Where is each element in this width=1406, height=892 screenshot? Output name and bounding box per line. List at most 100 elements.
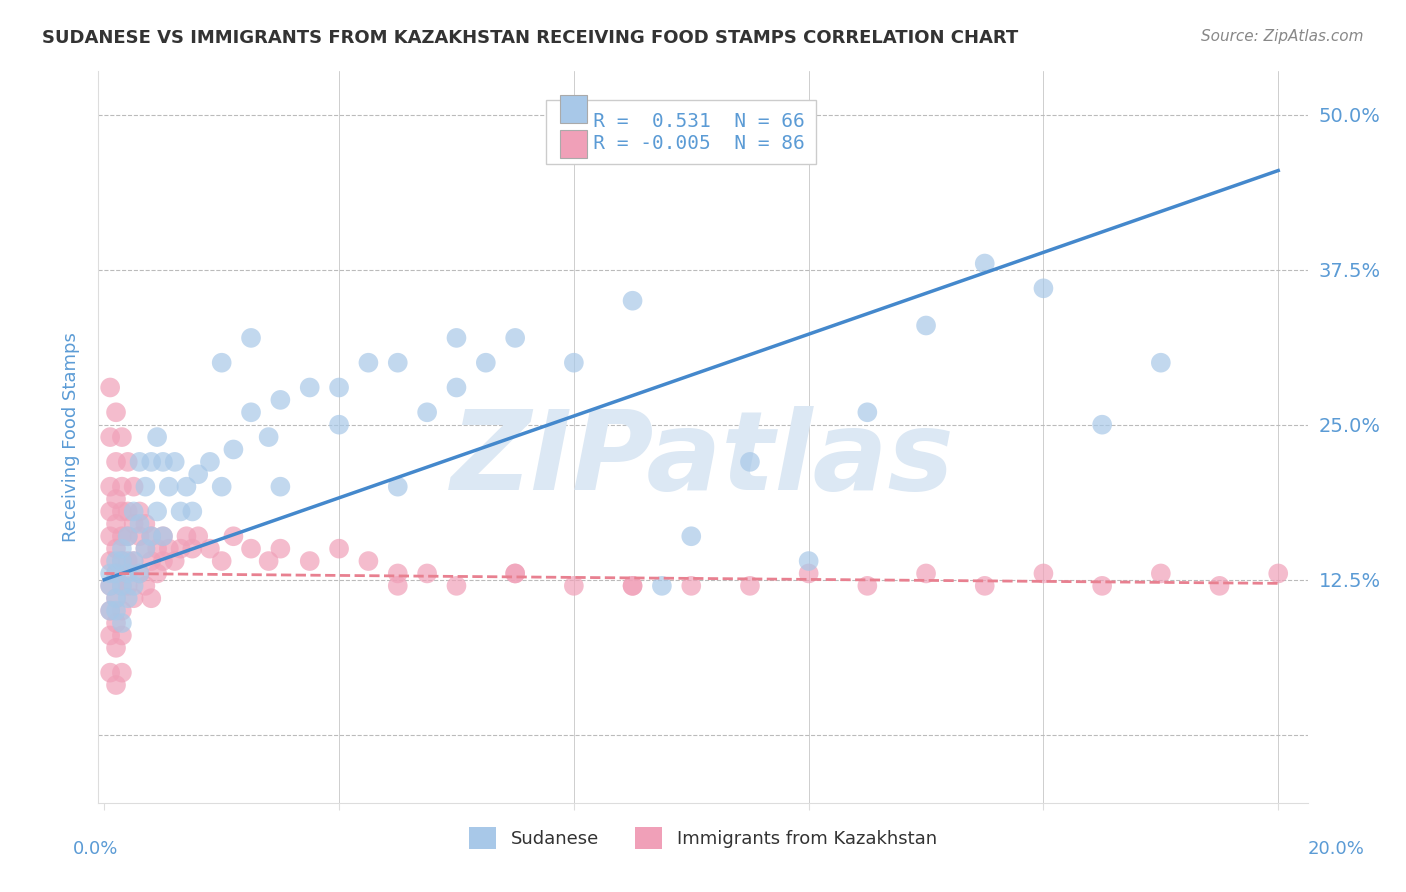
Sudanese (134, 480, 156, 494)
Immigrants from Kazakhstan (105, 566, 128, 581)
Sudanese (475, 356, 498, 370)
Immigrants from Kazakhstan (1208, 579, 1230, 593)
Immigrants from Kazakhstan (157, 541, 180, 556)
Sudanese (117, 566, 139, 581)
Immigrants from Kazakhstan (98, 529, 121, 543)
Immigrants from Kazakhstan (328, 541, 350, 556)
Immigrants from Kazakhstan (128, 529, 150, 543)
Sudanese (211, 480, 233, 494)
Immigrants from Kazakhstan (111, 430, 134, 444)
Sudanese (157, 480, 180, 494)
Immigrants from Kazakhstan (122, 480, 145, 494)
Immigrants from Kazakhstan (856, 579, 879, 593)
Immigrants from Kazakhstan (222, 529, 245, 543)
Sudanese (98, 579, 121, 593)
Sudanese (141, 529, 163, 543)
Immigrants from Kazakhstan (105, 541, 128, 556)
Immigrants from Kazakhstan (134, 516, 156, 531)
Sudanese (973, 256, 995, 270)
Immigrants from Kazakhstan (128, 566, 150, 581)
Sudanese (111, 541, 134, 556)
Y-axis label: Receiving Food Stamps: Receiving Food Stamps (62, 332, 80, 542)
Immigrants from Kazakhstan (1091, 579, 1114, 593)
Text: SUDANESE VS IMMIGRANTS FROM KAZAKHSTAN RECEIVING FOOD STAMPS CORRELATION CHART: SUDANESE VS IMMIGRANTS FROM KAZAKHSTAN R… (42, 29, 1018, 46)
Immigrants from Kazakhstan (146, 541, 169, 556)
Immigrants from Kazakhstan (446, 579, 468, 593)
Immigrants from Kazakhstan (211, 554, 233, 568)
Sudanese (105, 604, 128, 618)
Immigrants from Kazakhstan (1267, 566, 1289, 581)
Immigrants from Kazakhstan (152, 554, 174, 568)
Immigrants from Kazakhstan (105, 615, 128, 630)
Immigrants from Kazakhstan (797, 566, 820, 581)
Immigrants from Kazakhstan (117, 554, 139, 568)
Immigrants from Kazakhstan (111, 529, 134, 543)
FancyBboxPatch shape (561, 130, 586, 158)
Sudanese (187, 467, 209, 482)
Immigrants from Kazakhstan (621, 579, 644, 593)
Immigrants from Kazakhstan (98, 579, 121, 593)
Sudanese (915, 318, 938, 333)
Immigrants from Kazakhstan (98, 480, 121, 494)
Immigrants from Kazakhstan (240, 541, 263, 556)
Immigrants from Kazakhstan (141, 554, 163, 568)
Sudanese (163, 455, 186, 469)
Sudanese (117, 529, 139, 543)
Immigrants from Kazakhstan (134, 541, 156, 556)
Immigrants from Kazakhstan (111, 579, 134, 593)
Immigrants from Kazakhstan (387, 579, 409, 593)
Sudanese (141, 455, 163, 469)
Immigrants from Kazakhstan (1150, 566, 1173, 581)
Sudanese (98, 604, 121, 618)
Immigrants from Kazakhstan (503, 566, 526, 581)
Sudanese (651, 579, 673, 593)
Sudanese (328, 417, 350, 432)
Immigrants from Kazakhstan (1032, 566, 1054, 581)
Sudanese (152, 529, 174, 543)
Sudanese (146, 430, 169, 444)
Sudanese (105, 554, 128, 568)
Immigrants from Kazakhstan (117, 579, 139, 593)
Immigrants from Kazakhstan (98, 665, 121, 680)
Text: 20.0%: 20.0% (1308, 840, 1364, 858)
Sudanese (122, 579, 145, 593)
Immigrants from Kazakhstan (105, 455, 128, 469)
Sudanese (111, 615, 134, 630)
Sudanese (128, 516, 150, 531)
Immigrants from Kazakhstan (111, 480, 134, 494)
Sudanese (176, 480, 198, 494)
Sudanese (738, 455, 761, 469)
Immigrants from Kazakhstan (105, 640, 128, 655)
Immigrants from Kazakhstan (105, 516, 128, 531)
Immigrants from Kazakhstan (169, 541, 191, 556)
Immigrants from Kazakhstan (163, 554, 186, 568)
Sudanese (134, 541, 156, 556)
Sudanese (1091, 417, 1114, 432)
Immigrants from Kazakhstan (111, 604, 134, 618)
Immigrants from Kazakhstan (357, 554, 380, 568)
Immigrants from Kazakhstan (98, 430, 121, 444)
Immigrants from Kazakhstan (98, 628, 121, 642)
Sudanese (117, 591, 139, 606)
Sudanese (222, 442, 245, 457)
Sudanese (681, 529, 703, 543)
Sudanese (146, 504, 169, 518)
Sudanese (621, 293, 644, 308)
Sudanese (128, 455, 150, 469)
Sudanese (503, 331, 526, 345)
Immigrants from Kazakhstan (146, 566, 169, 581)
Immigrants from Kazakhstan (105, 491, 128, 506)
Text: 0.0%: 0.0% (73, 840, 118, 858)
Immigrants from Kazakhstan (128, 504, 150, 518)
Sudanese (387, 356, 409, 370)
Immigrants from Kazakhstan (122, 554, 145, 568)
Immigrants from Kazakhstan (621, 579, 644, 593)
Sudanese (416, 405, 439, 419)
Immigrants from Kazakhstan (387, 566, 409, 581)
Sudanese (446, 380, 468, 394)
Immigrants from Kazakhstan (181, 541, 204, 556)
Sudanese (240, 405, 263, 419)
Immigrants from Kazakhstan (98, 604, 121, 618)
Immigrants from Kazakhstan (98, 554, 121, 568)
Immigrants from Kazakhstan (134, 579, 156, 593)
